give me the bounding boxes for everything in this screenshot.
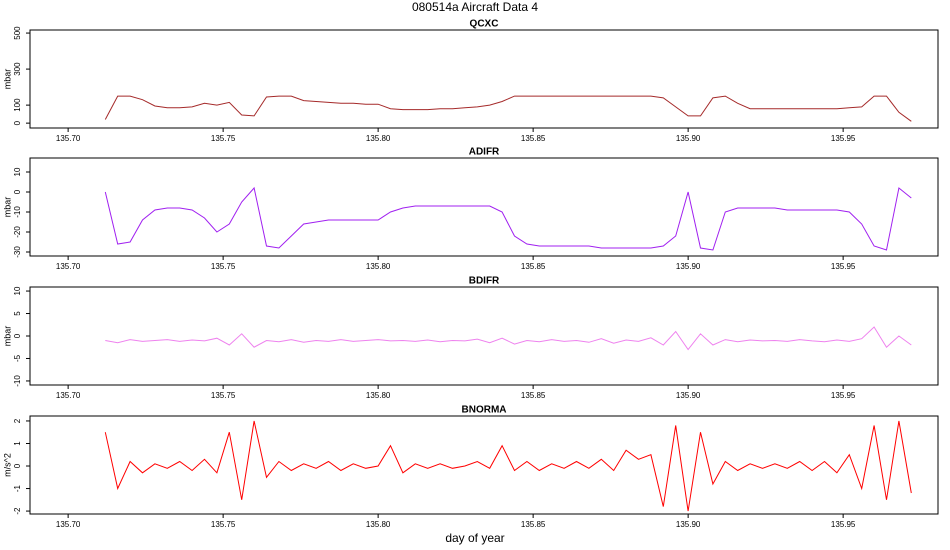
x-tick-label: 135.95 bbox=[831, 520, 856, 529]
y-tick-label: -1 bbox=[13, 484, 22, 492]
x-tick-label: 135.90 bbox=[676, 262, 701, 271]
x-tick-label: 135.70 bbox=[56, 134, 81, 143]
plot-frame bbox=[29, 286, 939, 386]
x-tick-label: 135.70 bbox=[56, 520, 81, 529]
plot-frame bbox=[29, 415, 939, 515]
x-axis-label: day of year bbox=[445, 531, 504, 545]
x-tick-label: 135.75 bbox=[211, 391, 236, 400]
x-tick-label: 135.80 bbox=[366, 520, 391, 529]
x-tick-label: 135.95 bbox=[831, 391, 856, 400]
x-tick-label: 135.80 bbox=[366, 134, 391, 143]
y-tick-label: -2 bbox=[13, 507, 22, 515]
x-tick-label: 135.70 bbox=[56, 262, 81, 271]
y-tick-label: 500 bbox=[13, 26, 22, 40]
x-tick-label: 135.80 bbox=[366, 391, 391, 400]
panel-title: BNORMA bbox=[462, 405, 507, 416]
data-line bbox=[104, 95, 912, 122]
y-tick-label: 1 bbox=[13, 441, 22, 446]
y-tick-label: -10 bbox=[13, 375, 22, 387]
x-tick-label: 135.85 bbox=[521, 520, 546, 529]
panel-title: ADIFR bbox=[469, 147, 500, 158]
y-tick-label: 0 bbox=[13, 333, 22, 338]
y-tick-label: 0 bbox=[13, 120, 22, 125]
y-tick-label: 0 bbox=[13, 463, 22, 468]
y-tick-label: 300 bbox=[13, 62, 22, 76]
data-line bbox=[105, 326, 912, 351]
x-tick-label: 135.70 bbox=[56, 391, 81, 400]
y-tick-label: -5 bbox=[13, 354, 22, 362]
panel-title: BDIFR bbox=[469, 276, 500, 287]
y-tick-label: -20 bbox=[13, 226, 22, 238]
x-tick-label: 135.90 bbox=[676, 134, 701, 143]
y-tick-label: 100 bbox=[13, 98, 22, 112]
y-axis-label: mbar bbox=[2, 197, 12, 218]
panel-title: QCXC bbox=[470, 19, 499, 30]
data-line bbox=[104, 420, 912, 512]
x-tick-label: 135.80 bbox=[366, 262, 391, 271]
x-tick-label: 135.75 bbox=[211, 262, 236, 271]
x-tick-label: 135.90 bbox=[676, 391, 701, 400]
x-tick-label: 135.85 bbox=[521, 134, 546, 143]
y-axis-label: mbar bbox=[2, 69, 12, 90]
y-axis-label: m/s^2 bbox=[2, 453, 12, 477]
plot-frame bbox=[29, 29, 939, 129]
y-tick-label: -30 bbox=[13, 246, 22, 258]
x-tick-label: 135.95 bbox=[831, 262, 856, 271]
y-tick-label: 10 bbox=[13, 167, 22, 176]
x-tick-label: 135.85 bbox=[521, 391, 546, 400]
x-tick-label: 135.90 bbox=[676, 520, 701, 529]
chart-title: 080514a Aircraft Data 4 bbox=[412, 0, 538, 14]
x-tick-label: 135.75 bbox=[211, 134, 236, 143]
x-tick-label: 135.85 bbox=[521, 262, 546, 271]
y-tick-label: 0 bbox=[13, 189, 22, 194]
y-tick-label: 2 bbox=[13, 418, 22, 423]
y-tick-label: 10 bbox=[13, 286, 22, 295]
plot-frame bbox=[29, 157, 939, 257]
y-tick-label: 5 bbox=[13, 311, 22, 316]
x-tick-label: 135.75 bbox=[211, 520, 236, 529]
y-tick-label: -10 bbox=[13, 206, 22, 218]
x-tick-label: 135.95 bbox=[831, 134, 856, 143]
y-axis-label: mbar bbox=[2, 326, 12, 347]
data-line bbox=[104, 186, 912, 251]
